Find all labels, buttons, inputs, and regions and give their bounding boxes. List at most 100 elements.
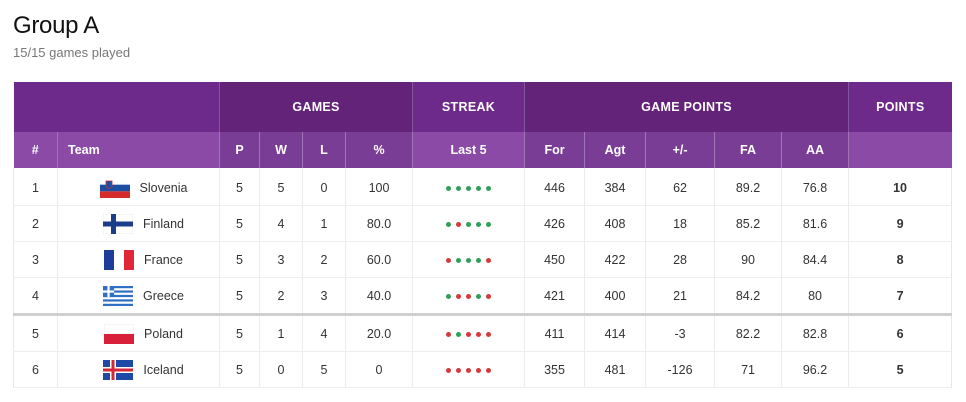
col-wins[interactable]: W [259, 132, 303, 168]
loss-dot-icon [476, 331, 482, 337]
win-dot-icon [486, 221, 492, 227]
table-row[interactable]: 5 Poland 5 1 4 20.0 411 414 -3 82.2 82.8 6 [13, 314, 953, 352]
loss-dot-icon [456, 293, 462, 299]
p-cell: 5 [219, 277, 260, 316]
fa-cell: 89.2 [714, 168, 783, 206]
win-dot-icon [486, 185, 492, 191]
standings-table: GAMES STREAK GAME POINTS POINTS # Team P… [13, 82, 953, 388]
fa-cell: 82.2 [714, 314, 783, 352]
team-cell[interactable]: Slovenia [57, 168, 220, 206]
for-cell: 450 [524, 241, 586, 278]
p-cell: 5 [219, 241, 260, 278]
loss-dot-icon [446, 367, 452, 373]
loss-dot-icon [486, 367, 492, 373]
for-cell: 411 [524, 314, 586, 352]
pct-cell: 60.0 [345, 241, 414, 278]
streak-cell [412, 241, 526, 278]
pct-cell: 20.0 [345, 314, 414, 352]
team-name[interactable]: Greece [143, 288, 184, 303]
col-last5[interactable]: Last 5 [412, 132, 526, 168]
points-group-header: POINTS [848, 82, 952, 132]
aa-cell: 84.4 [781, 241, 850, 278]
team-name[interactable]: Poland [144, 326, 183, 341]
points-cell: 9 [848, 205, 953, 242]
p-cell: 5 [219, 314, 260, 352]
table-row[interactable]: 4 Greece 5 2 3 40.0 421 400 21 84.2 80 7 [13, 277, 953, 316]
table-row[interactable]: 3 France 5 3 2 60.0 450 422 28 90 84.4 8 [13, 241, 953, 278]
w-cell: 1 [259, 314, 303, 352]
diff-cell: 28 [645, 241, 716, 278]
aa-cell: 76.8 [781, 168, 850, 206]
win-dot-icon [446, 185, 452, 191]
for-cell: 446 [524, 168, 586, 206]
team-name[interactable]: Slovenia [139, 180, 188, 195]
fa-cell: 90 [714, 241, 783, 278]
col-team[interactable]: Team [57, 132, 220, 168]
games-group-header: GAMES [219, 82, 414, 132]
col-for[interactable]: For [524, 132, 586, 168]
team-cell[interactable]: Poland [57, 314, 220, 352]
aa-cell: 81.6 [781, 205, 850, 242]
diff-cell: 18 [645, 205, 716, 242]
win-dot-icon [456, 257, 462, 263]
table-row[interactable]: 1 Slovenia 5 5 0 100 446 384 62 89.2 76.8 10 [13, 168, 953, 206]
agt-cell: 414 [584, 314, 647, 352]
win-dot-icon [476, 221, 482, 227]
w-cell: 3 [259, 241, 303, 278]
w-cell: 5 [259, 168, 303, 206]
rank-cell: 5 [13, 314, 58, 352]
col-percent[interactable]: % [345, 132, 414, 168]
pct-cell: 100 [345, 168, 414, 206]
team-name[interactable]: Finland [143, 216, 184, 231]
points-cell: 10 [848, 168, 953, 206]
streak-cell [412, 168, 526, 206]
team-cell[interactable]: Iceland [57, 351, 220, 388]
streak-cell [412, 205, 526, 242]
greece-flag-icon [103, 285, 133, 306]
table-row[interactable]: 2 Finland 5 4 1 80.0 426 408 18 85.2 81.6 9 [13, 205, 953, 242]
loss-dot-icon [446, 257, 452, 263]
loss-dot-icon [486, 257, 492, 263]
finland-flag-icon [103, 213, 133, 234]
aa-cell: 96.2 [781, 351, 850, 388]
col-fa[interactable]: FA [714, 132, 783, 168]
loss-dot-icon [466, 293, 472, 299]
w-cell: 2 [259, 277, 303, 316]
p-cell: 5 [219, 168, 260, 206]
col-diff[interactable]: +/- [645, 132, 716, 168]
points-cell: 6 [848, 314, 953, 352]
team-cell[interactable]: Finland [57, 205, 220, 242]
col-rank[interactable]: # [13, 132, 58, 168]
col-aa[interactable]: AA [781, 132, 850, 168]
loss-dot-icon [456, 221, 462, 227]
poland-flag-icon [104, 323, 135, 344]
col-points[interactable] [848, 132, 952, 168]
win-dot-icon [476, 257, 482, 263]
col-against[interactable]: Agt [584, 132, 647, 168]
diff-cell: 62 [645, 168, 716, 206]
team-cell[interactable]: Greece [57, 277, 220, 316]
l-cell: 0 [302, 168, 346, 206]
loss-dot-icon [446, 331, 452, 337]
pct-cell: 40.0 [345, 277, 414, 316]
fa-cell: 84.2 [714, 277, 783, 316]
france-flag-icon [104, 249, 135, 270]
team-name[interactable]: France [144, 252, 183, 267]
team-name[interactable]: Iceland [143, 362, 184, 377]
l-cell: 2 [302, 241, 346, 278]
col-played[interactable]: P [219, 132, 260, 168]
table-row[interactable]: 6 Iceland 5 0 5 0 355 481 -126 71 96.2 5 [13, 351, 953, 388]
team-cell[interactable]: France [57, 241, 220, 278]
points-cell: 5 [848, 351, 953, 388]
streak-group-header: STREAK [412, 82, 526, 132]
rank-cell: 6 [13, 351, 58, 388]
diff-cell: -3 [645, 314, 716, 352]
blank-group-header [13, 82, 220, 132]
win-dot-icon [456, 331, 462, 337]
loss-dot-icon [486, 293, 492, 299]
col-losses[interactable]: L [302, 132, 346, 168]
group-header-row: GAMES STREAK GAME POINTS POINTS [13, 82, 952, 132]
loss-dot-icon [476, 367, 482, 373]
win-dot-icon [446, 221, 452, 227]
l-cell: 1 [302, 205, 346, 242]
